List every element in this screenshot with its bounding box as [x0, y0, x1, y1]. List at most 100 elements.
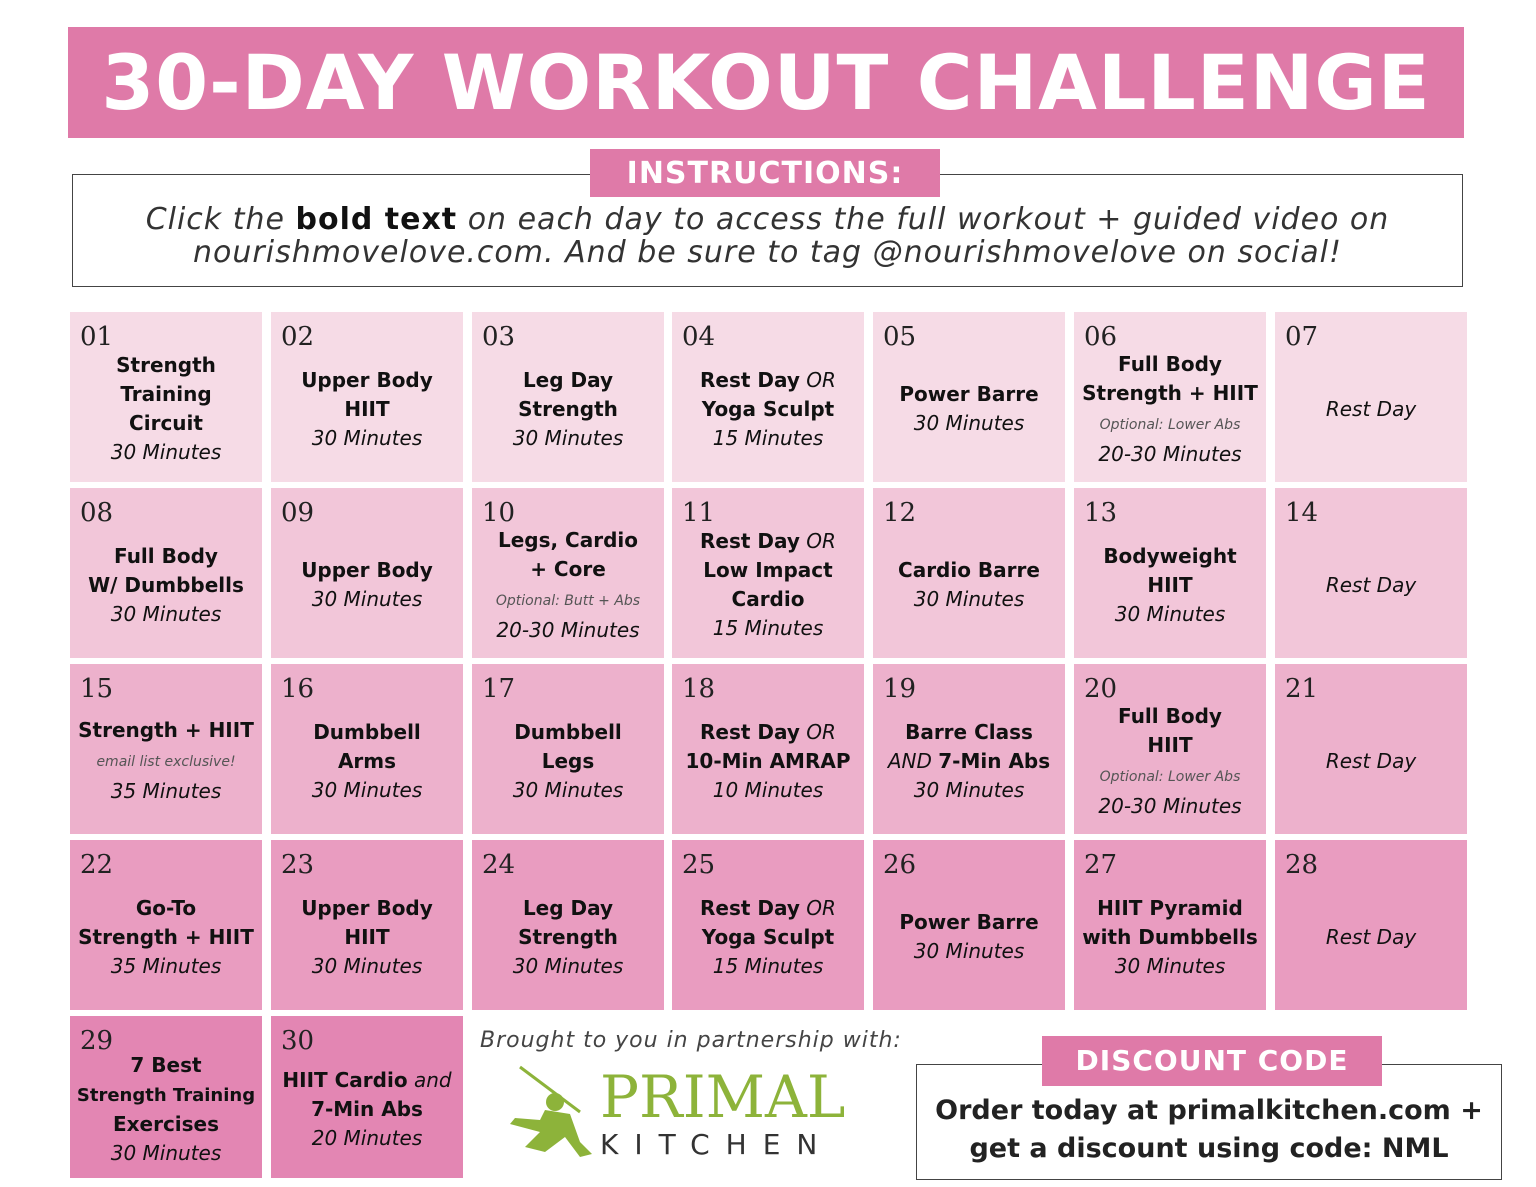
workout-link[interactable]: Barre Class [905, 719, 1033, 744]
workout-link[interactable]: + Core [530, 556, 606, 581]
day-cell-25[interactable]: 25 Rest Day OR Yoga Sculpt 15 Minutes [672, 840, 864, 1010]
day-cell-26[interactable]: 26 Power Barre 30 Minutes [873, 840, 1065, 1010]
day-cell-08[interactable]: 08 Full Body W/ Dumbbells 30 Minutes [70, 488, 262, 658]
workout-link[interactable]: Upper Body [301, 367, 433, 392]
day-cell-06[interactable]: 06 Full Body Strength + HIIT Optional: Lowe… [1074, 312, 1266, 482]
workout-line: 30 Minutes [914, 409, 1025, 438]
workout-link[interactable]: Go-To [135, 895, 197, 920]
workout-link[interactable]: Rest Day [700, 895, 800, 920]
workout-line: Exercises [113, 1110, 219, 1139]
workout-detail: 15 Minutes [712, 616, 824, 640]
day-cell-05[interactable]: 05 Power Barre 30 Minutes [873, 312, 1065, 482]
workout-link[interactable]: Bodyweight [1103, 543, 1237, 568]
workout-link[interactable]: Strength + HIIT [78, 718, 254, 742]
workout-link[interactable]: W/ Dumbbells [88, 572, 244, 597]
day-cell-10[interactable]: 10 Legs, Cardio + Core Optional: Butt + Abs… [472, 488, 664, 658]
workout-link[interactable]: 7-Min Abs [938, 748, 1051, 773]
workout-link[interactable]: Full Body [1118, 703, 1222, 728]
workout-link[interactable]: Strength [116, 353, 216, 377]
workout-link[interactable]: Cardio Barre [898, 558, 1040, 582]
day-cell-12[interactable]: 12 Cardio Barre 30 Minutes [873, 488, 1065, 658]
workout-link[interactable]: Legs [541, 748, 595, 773]
workout-link[interactable]: Strength + HIIT [1082, 380, 1258, 405]
day-cell-07[interactable]: 07 Rest Day [1275, 312, 1467, 482]
day-cell-22[interactable]: 22 Go-To Strength + HIIT 35 Minutes [70, 840, 262, 1010]
workout-link[interactable]: 10-Min AMRAP [685, 748, 851, 773]
day-cell-09[interactable]: 09 Upper Body 30 Minutes [271, 488, 463, 658]
workout-link[interactable]: Full Body [114, 543, 218, 568]
day-number: 07 [1285, 322, 1319, 352]
workout-detail: 30 Minutes [512, 777, 624, 802]
workout-detail: 30 Minutes [913, 587, 1025, 611]
workout-link[interactable]: HIIT [344, 924, 390, 949]
day-cell-18[interactable]: 18 Rest Day OR 10-Min AMRAP 10 Minutes [672, 664, 864, 834]
workout-link[interactable]: Strength [518, 924, 618, 949]
workout-link[interactable]: Exercises [112, 1111, 220, 1136]
day-number: 13 [1084, 498, 1118, 528]
workout-link[interactable]: HIIT [1147, 732, 1193, 757]
day-cell-02[interactable]: 02 Upper Body HIIT 30 Minutes [271, 312, 463, 482]
workout-link[interactable]: 7 Best [130, 1052, 202, 1077]
workout-line: 20 Minutes [312, 1124, 423, 1153]
day-cell-17[interactable]: 17 Dumbbell Legs 30 Minutes [472, 664, 664, 834]
day-cell-27[interactable]: 27 HIIT Pyramid with Dumbbells 30 Minutes [1074, 840, 1266, 1010]
day-cell-16[interactable]: 16 Dumbbell Arms 30 Minutes [271, 664, 463, 834]
workout-link[interactable]: Arms [337, 748, 397, 773]
workout-line: 30 Minutes [914, 585, 1025, 614]
day-cell-13[interactable]: 13 Bodyweight HIIT 30 Minutes [1074, 488, 1266, 658]
workout-link[interactable]: Upper Body [301, 895, 433, 920]
workout-link[interactable]: Cardio [731, 587, 805, 611]
primal-kitchen-logo[interactable]: PRIMAL KITCHEN [500, 1062, 860, 1162]
day-cell-11[interactable]: 11 Rest Day OR Low Impact Cardio 15 Minutes [672, 488, 864, 658]
workout-line: Optional: Lower Abs [1100, 760, 1241, 792]
workout-detail: 10 Minutes [712, 777, 824, 802]
workout-link[interactable]: Low Impact [703, 558, 833, 582]
day-cell-01[interactable]: 01 Strength Training Circuit 30 Minutes [70, 312, 262, 482]
workout-link[interactable]: Power Barre [899, 910, 1039, 934]
workout-link[interactable]: Leg Day [522, 367, 614, 392]
workout-link[interactable]: HIIT Pyramid [1097, 895, 1243, 920]
day-cell-28[interactable]: 28 Rest Day [1275, 840, 1467, 1010]
workout-line: with Dumbbells [1082, 923, 1258, 952]
workout-link[interactable]: with Dumbbells [1082, 924, 1258, 949]
day-cell-19[interactable]: 19 Barre Class AND 7-Min Abs 30 Minutes [873, 664, 1065, 834]
workout-link[interactable]: Upper Body [301, 558, 433, 582]
workout-link[interactable]: Yoga Sculpt [701, 396, 835, 421]
workout-link[interactable]: Strength Training [76, 1084, 256, 1106]
workout-link[interactable]: Full Body [1118, 351, 1222, 376]
day-cell-03[interactable]: 03 Leg Day Strength 30 Minutes [472, 312, 664, 482]
workout-link[interactable]: Dumbbell [514, 719, 622, 744]
day-cell-30[interactable]: 30 HIIT Cardio and 7-Min Abs 20 Minutes [271, 1016, 463, 1178]
workout-link[interactable]: Training [120, 382, 212, 406]
workout-line: 10-Min AMRAP [685, 747, 850, 776]
workout-link[interactable]: Strength [518, 396, 618, 421]
workout-link[interactable]: Rest Day [700, 719, 800, 744]
workout-link[interactable]: Circuit [129, 411, 203, 435]
day-cell-14[interactable]: 14 Rest Day [1275, 488, 1467, 658]
workout-link[interactable]: Legs, Cardio [497, 527, 639, 552]
workout-line: 30 Minutes [1115, 952, 1226, 981]
day-cell-21[interactable]: 21 Rest Day [1275, 664, 1467, 834]
workout-detail: 30 Minutes [311, 587, 423, 611]
day-cell-20[interactable]: 20 Full Body HIIT Optional: Lower Abs 20-30 … [1074, 664, 1266, 834]
workout-link[interactable]: Strength + HIIT [78, 924, 254, 949]
workout-link[interactable]: Rest Day [700, 529, 800, 553]
day-cell-29[interactable]: 29 7 Best Strength Training Exercises 30 Min… [70, 1016, 262, 1178]
workout-link[interactable]: Yoga Sculpt [701, 924, 835, 949]
workout-link[interactable]: Power Barre [899, 382, 1039, 406]
day-cell-04[interactable]: 04 Rest Day OR Yoga Sculpt 15 Minutes [672, 312, 864, 482]
workout-link[interactable]: Leg Day [522, 895, 614, 920]
day-cell-15[interactable]: 15 Strength + HIIT email list exclusive! 35… [70, 664, 262, 834]
workout-line: 30 Minutes [111, 438, 222, 467]
workout-link[interactable]: HIIT [1147, 572, 1193, 597]
day-cell-23[interactable]: 23 Upper Body HIIT 30 Minutes [271, 840, 463, 1010]
workout-link[interactable]: HIIT Cardio [282, 1067, 408, 1092]
workout-link[interactable]: 7-Min Abs [311, 1096, 423, 1121]
workout-link[interactable]: HIIT [344, 396, 390, 421]
workout-line: Strength + HIIT [78, 923, 254, 952]
day-cell-24[interactable]: 24 Leg Day Strength 30 Minutes [472, 840, 664, 1010]
workout-link[interactable]: Dumbbell [313, 719, 421, 744]
workout-detail: Rest Day [1325, 396, 1417, 421]
workout-link[interactable]: Rest Day [700, 367, 800, 392]
workout-line: AND 7-Min Abs [888, 747, 1050, 776]
